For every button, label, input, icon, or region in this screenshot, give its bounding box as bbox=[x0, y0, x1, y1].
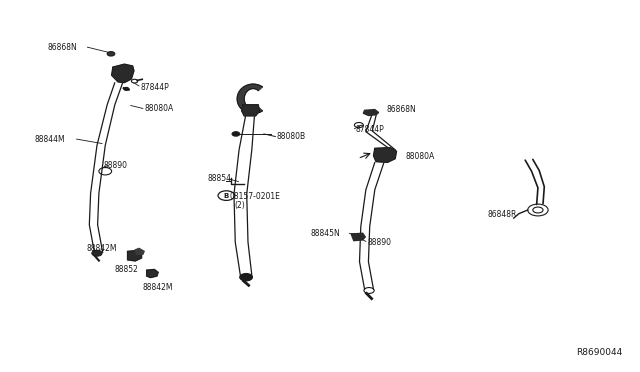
Text: 88842M: 88842M bbox=[143, 283, 173, 292]
Polygon shape bbox=[364, 110, 379, 115]
Polygon shape bbox=[127, 251, 141, 261]
Text: B: B bbox=[224, 193, 229, 199]
Text: 88890: 88890 bbox=[103, 161, 127, 170]
Circle shape bbox=[92, 250, 102, 256]
Text: 86868N: 86868N bbox=[48, 43, 77, 52]
Text: 88852: 88852 bbox=[115, 265, 139, 274]
Circle shape bbox=[124, 87, 129, 90]
Polygon shape bbox=[351, 233, 365, 241]
Text: R8690044: R8690044 bbox=[576, 347, 622, 357]
Text: 86848R: 86848R bbox=[488, 210, 517, 219]
Text: 88080B: 88080B bbox=[276, 132, 306, 141]
Text: 88890: 88890 bbox=[367, 238, 391, 247]
Text: 87844P: 87844P bbox=[356, 125, 385, 134]
Text: 87844P: 87844P bbox=[140, 83, 169, 92]
Text: 88854: 88854 bbox=[207, 174, 231, 183]
Text: 08157-0201E: 08157-0201E bbox=[230, 192, 280, 201]
Polygon shape bbox=[147, 269, 158, 278]
Text: 88080A: 88080A bbox=[144, 104, 173, 113]
Polygon shape bbox=[242, 105, 259, 116]
Polygon shape bbox=[111, 64, 134, 83]
Text: (2): (2) bbox=[234, 201, 244, 210]
Circle shape bbox=[232, 132, 240, 136]
Circle shape bbox=[240, 273, 252, 281]
Text: 88080A: 88080A bbox=[405, 152, 435, 161]
Text: 86868N: 86868N bbox=[387, 105, 416, 115]
Polygon shape bbox=[135, 248, 144, 254]
Polygon shape bbox=[374, 148, 396, 162]
Text: 88842M: 88842M bbox=[86, 244, 116, 253]
Text: 88845N: 88845N bbox=[310, 229, 340, 238]
Circle shape bbox=[107, 52, 115, 56]
Polygon shape bbox=[237, 84, 262, 113]
Text: 88844M: 88844M bbox=[35, 135, 65, 144]
